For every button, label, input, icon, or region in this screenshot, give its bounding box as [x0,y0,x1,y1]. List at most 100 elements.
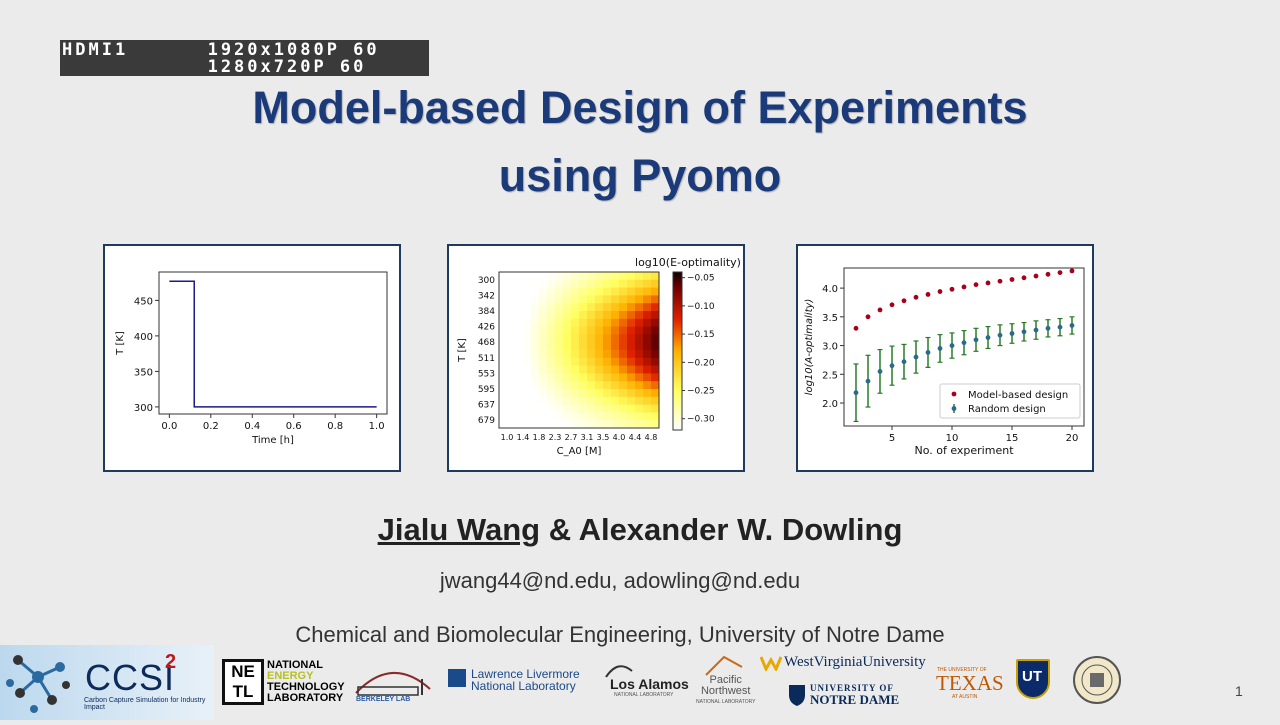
heatmap-cell [579,365,588,374]
heatmap-cell [635,311,644,320]
netl-logo: NE TL [222,659,264,705]
heatmap-cell [555,295,564,304]
texas-text: TEXAS [936,671,1004,695]
heatmap-cell [587,357,596,367]
y-tick-label: 2.5 [822,370,838,381]
heatmap-cell [539,389,548,398]
heatmap-cell [627,412,636,421]
heatmap-cell [507,381,516,390]
y-tick-label: 468 [478,338,495,348]
random-design-point [973,337,979,343]
x-tick-label: 0.0 [161,421,177,432]
heatmap-cell [579,396,588,406]
heatmap-cell [635,420,644,429]
heatmap-cell [643,373,652,382]
heatmap-cell [539,412,548,421]
heatmap-cell [635,396,644,406]
e-optimality-panel: 300 342 384 426 468 511 553 595 637 679 1.0 1.4 1.8 2… [447,244,745,472]
x-tick-label: 3.1 [581,433,594,442]
heatmap-cell [563,334,572,343]
heatmap-cell [499,303,508,312]
heatmap-cell [635,350,644,359]
heatmap-cell [571,318,580,328]
heatmap-cell [563,381,572,390]
model-based-design-point [1069,268,1075,274]
heatmap-cell [627,420,636,429]
llnl-line2: National Laboratory [471,679,576,693]
random-design-point [889,363,895,369]
heatmap-cell [571,342,580,351]
heatmap-cell [515,303,524,312]
heatmap-cell [547,404,556,413]
heatmap-cell [563,272,572,281]
heatmap-cell [547,420,556,429]
heatmap-cell [547,318,556,328]
x-tick-label: 1.0 [369,421,385,432]
plot-frame [158,271,388,415]
model-based-design-point [1033,273,1039,279]
heatmap-cell [507,373,516,382]
heatmap-cell [611,303,620,312]
heatmap-cell [571,295,580,304]
heatmap-cell [603,381,612,390]
heatmap-cell [555,389,564,398]
heatmap-cell [563,365,572,374]
heatmap-cell [619,381,628,390]
x-tick-label: 2.3 [549,433,562,442]
heatmap-cell [635,342,644,351]
heatmap-cell [595,373,604,382]
x-tick-label: 1.0 [501,433,514,442]
heatmap-cell [595,326,604,335]
heatmap-cell [595,412,604,421]
heatmap-cell [571,350,580,359]
y-tick-label: 400 [134,332,153,343]
random-design-point [853,390,859,396]
pnnl-sub: NATIONAL LABORATORY [696,699,756,705]
heatmap-cell [603,412,612,421]
legend-box [939,383,1081,419]
wvu-text: WestVirginiaUniversity [784,654,926,670]
heatmap-cell [547,350,556,359]
x-tick-label: 3.5 [597,433,610,442]
page-number: 1 [1235,683,1243,699]
heatmap-cell [643,326,652,335]
random-design-point [1045,325,1051,331]
heatmap-cell [635,334,644,343]
heatmap-cell [587,326,596,335]
heatmap-cell [579,420,588,429]
heatmap-cell [563,279,572,289]
y-tick-label: 637 [478,401,495,411]
heatmap-cell [499,357,508,367]
y-tick-label: 553 [478,369,495,379]
x-tick-label: 15 [1006,433,1019,444]
heatmap-cell [571,365,580,374]
heatmap-cell [587,420,596,429]
model-based-design-point [949,286,955,292]
heatmap-cell [523,404,532,413]
heatmap-cell [563,318,572,328]
heatmap-cell [611,326,620,335]
heatmap-title: log10(E-optimality) [635,256,741,269]
heatmap-cell [515,357,524,367]
heatmap-cell [555,412,564,421]
heatmap-cell [611,287,620,296]
heatmap-cell [595,396,604,406]
temperature-profile-chart: 0.0 0.2 0.4 0.6 0.8 1.0 300 350 400 450 Time [h] T … [115,271,388,446]
heatmap-cell [651,318,660,328]
heatmap-cell [611,412,620,421]
heatmap-cell [499,287,508,296]
heatmap-cell [531,326,540,335]
heatmap-cell [515,342,524,351]
heatmap-cell [531,342,540,351]
heatmap-cell [499,318,508,328]
heatmap-cell [619,295,628,304]
author-second: Alexander W. Dowling [578,512,903,547]
heatmap-cell [651,365,660,374]
heatmap-cell [547,287,556,296]
heatmap-cell [539,279,548,289]
heatmap-cell [611,295,620,304]
heatmap-cell [555,381,564,390]
model-based-design-point [1021,275,1027,281]
heatmap-cell [611,420,620,429]
heatmap-cell [555,350,564,359]
